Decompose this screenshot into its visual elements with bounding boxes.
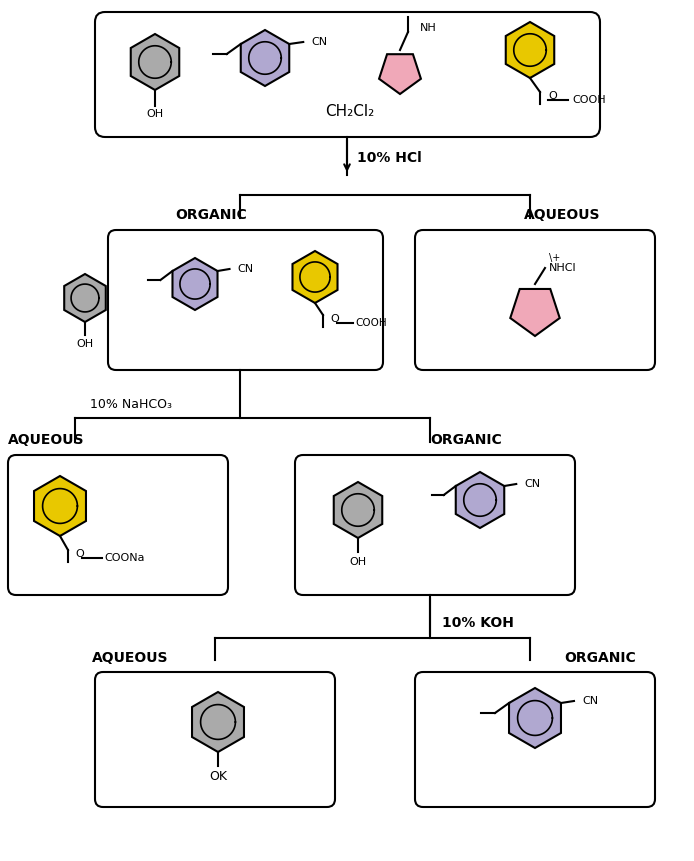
Text: AQUEOUS: AQUEOUS bbox=[92, 651, 168, 665]
Text: CN: CN bbox=[524, 479, 541, 489]
Text: CN: CN bbox=[311, 37, 328, 47]
Polygon shape bbox=[292, 251, 337, 303]
Text: 10% KOH: 10% KOH bbox=[442, 616, 514, 630]
Text: 10% NaHCO₃: 10% NaHCO₃ bbox=[90, 399, 172, 412]
Polygon shape bbox=[241, 30, 289, 86]
Text: ORGANIC: ORGANIC bbox=[175, 208, 247, 222]
Text: ORGANIC: ORGANIC bbox=[564, 651, 636, 665]
Text: ORGANIC: ORGANIC bbox=[430, 433, 502, 447]
Text: COOH: COOH bbox=[355, 318, 387, 328]
Polygon shape bbox=[334, 482, 382, 538]
Text: NHCl: NHCl bbox=[549, 263, 577, 273]
Text: O: O bbox=[75, 549, 84, 559]
Text: AQUEOUS: AQUEOUS bbox=[523, 208, 600, 222]
Text: \+: \+ bbox=[549, 253, 560, 263]
Polygon shape bbox=[509, 688, 561, 748]
Text: NH: NH bbox=[420, 23, 437, 33]
Polygon shape bbox=[379, 54, 421, 94]
Text: CN: CN bbox=[237, 264, 253, 274]
FancyBboxPatch shape bbox=[415, 672, 655, 807]
Text: OH: OH bbox=[146, 109, 164, 119]
Text: 10% HCl: 10% HCl bbox=[357, 151, 422, 165]
Polygon shape bbox=[510, 289, 560, 336]
Polygon shape bbox=[456, 472, 505, 528]
FancyBboxPatch shape bbox=[95, 672, 335, 807]
Text: O: O bbox=[330, 314, 339, 324]
Polygon shape bbox=[173, 258, 217, 310]
Polygon shape bbox=[34, 476, 86, 536]
FancyBboxPatch shape bbox=[415, 230, 655, 370]
Text: CN: CN bbox=[582, 696, 598, 706]
Polygon shape bbox=[192, 692, 244, 752]
Polygon shape bbox=[506, 22, 555, 78]
Text: COONa: COONa bbox=[104, 553, 144, 563]
Text: OK: OK bbox=[209, 770, 227, 783]
FancyBboxPatch shape bbox=[95, 12, 600, 137]
FancyBboxPatch shape bbox=[108, 230, 383, 370]
FancyBboxPatch shape bbox=[295, 455, 575, 595]
Text: CH₂Cl₂: CH₂Cl₂ bbox=[325, 104, 375, 120]
Text: OH: OH bbox=[76, 339, 94, 349]
FancyBboxPatch shape bbox=[8, 455, 228, 595]
Text: COOH: COOH bbox=[572, 95, 606, 105]
Text: AQUEOUS: AQUEOUS bbox=[8, 433, 85, 447]
Polygon shape bbox=[130, 34, 179, 90]
Text: OH: OH bbox=[350, 557, 366, 567]
Polygon shape bbox=[65, 274, 105, 322]
Text: O: O bbox=[548, 91, 557, 101]
